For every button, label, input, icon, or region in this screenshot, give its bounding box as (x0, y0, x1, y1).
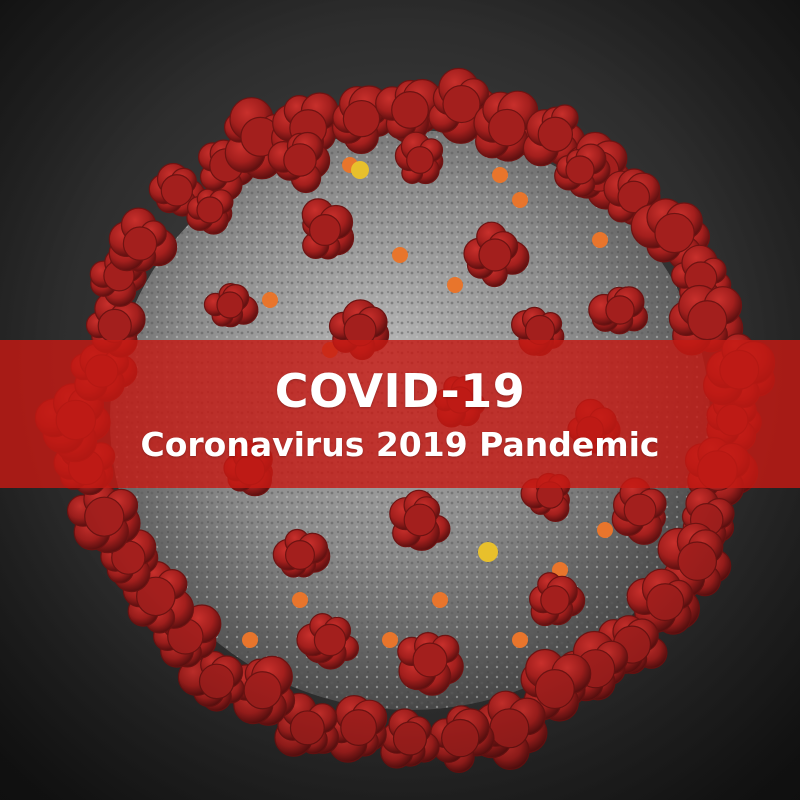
page-subtitle: Coronavirus 2019 Pandemic (140, 425, 660, 464)
page-title: COVID-19 (274, 364, 526, 419)
title-banner: COVID-19 Coronavirus 2019 Pandemic (0, 340, 800, 488)
